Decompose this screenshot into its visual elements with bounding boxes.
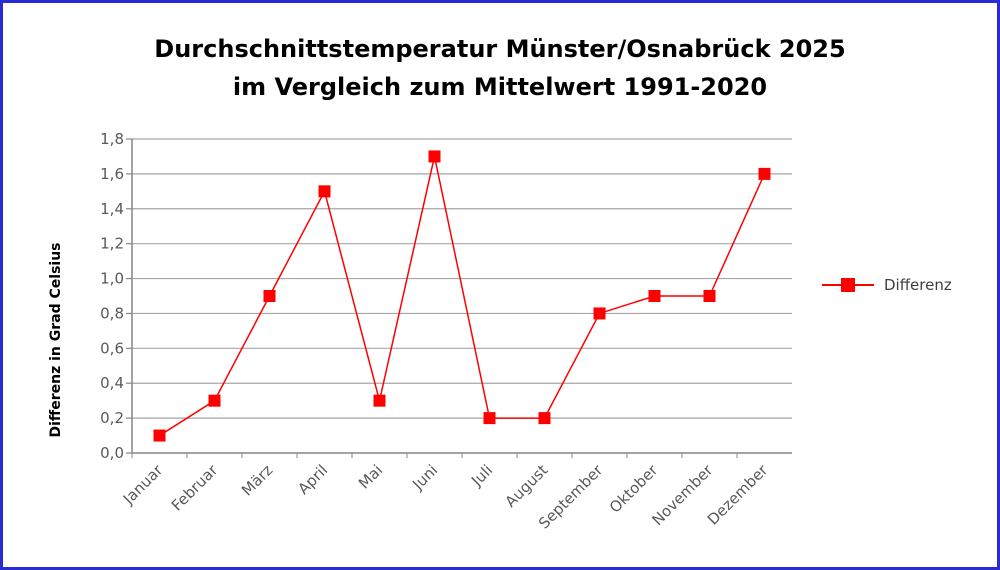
data-point-februar <box>208 394 221 407</box>
chart-subtitle: im Vergleich zum Mittelwert 1991-2020 <box>233 73 767 101</box>
data-point-mai <box>373 394 386 407</box>
data-point-juli <box>483 412 496 425</box>
data-point-november <box>703 290 716 302</box>
y-tick-label: 0,2 <box>100 409 124 427</box>
series-line <box>159 156 766 437</box>
data-point-juni <box>428 150 441 163</box>
y-tick-label: 0,6 <box>100 339 124 357</box>
legend: Differenz <box>822 276 952 294</box>
x-tick-label: Januar <box>119 461 167 509</box>
legend-label: Differenz <box>884 276 952 294</box>
x-tick-label: März <box>238 461 276 499</box>
data-point-dezember <box>758 167 771 180</box>
y-tick-label: 0,4 <box>100 374 124 392</box>
x-tick-label: Dezember <box>704 461 772 529</box>
y-tick-label: 1,6 <box>100 165 124 183</box>
x-tick-label: Juli <box>467 461 496 490</box>
y-tick-label: 1,2 <box>100 235 124 253</box>
data-point-januar <box>153 429 166 442</box>
x-tick-label: Mai <box>355 461 386 492</box>
y-tick-label: 1,8 <box>100 130 124 148</box>
y-axis-label: Differenz in Grad Celsius <box>48 242 64 437</box>
y-tick-label: 0,0 <box>100 444 124 462</box>
y-tick-label: 0,8 <box>100 304 124 322</box>
y-tick-label: 1,0 <box>100 270 124 288</box>
data-point-oktober <box>648 290 661 302</box>
data-point-august <box>538 412 551 425</box>
data-point-april <box>318 185 331 198</box>
x-tick-label: Juni <box>408 461 441 494</box>
chart-title: Durchschnittstemperatur Münster/Osnabrüc… <box>154 35 845 63</box>
x-tick-label: April <box>294 461 331 498</box>
y-tick-label: 1,4 <box>100 200 124 218</box>
x-tick-label: Oktober <box>606 461 662 517</box>
data-point-märz <box>263 290 276 302</box>
x-tick-label: Februar <box>168 461 222 515</box>
data-point-september <box>593 307 606 320</box>
legend-marker <box>841 278 855 292</box>
x-tick-label: August <box>501 461 551 511</box>
